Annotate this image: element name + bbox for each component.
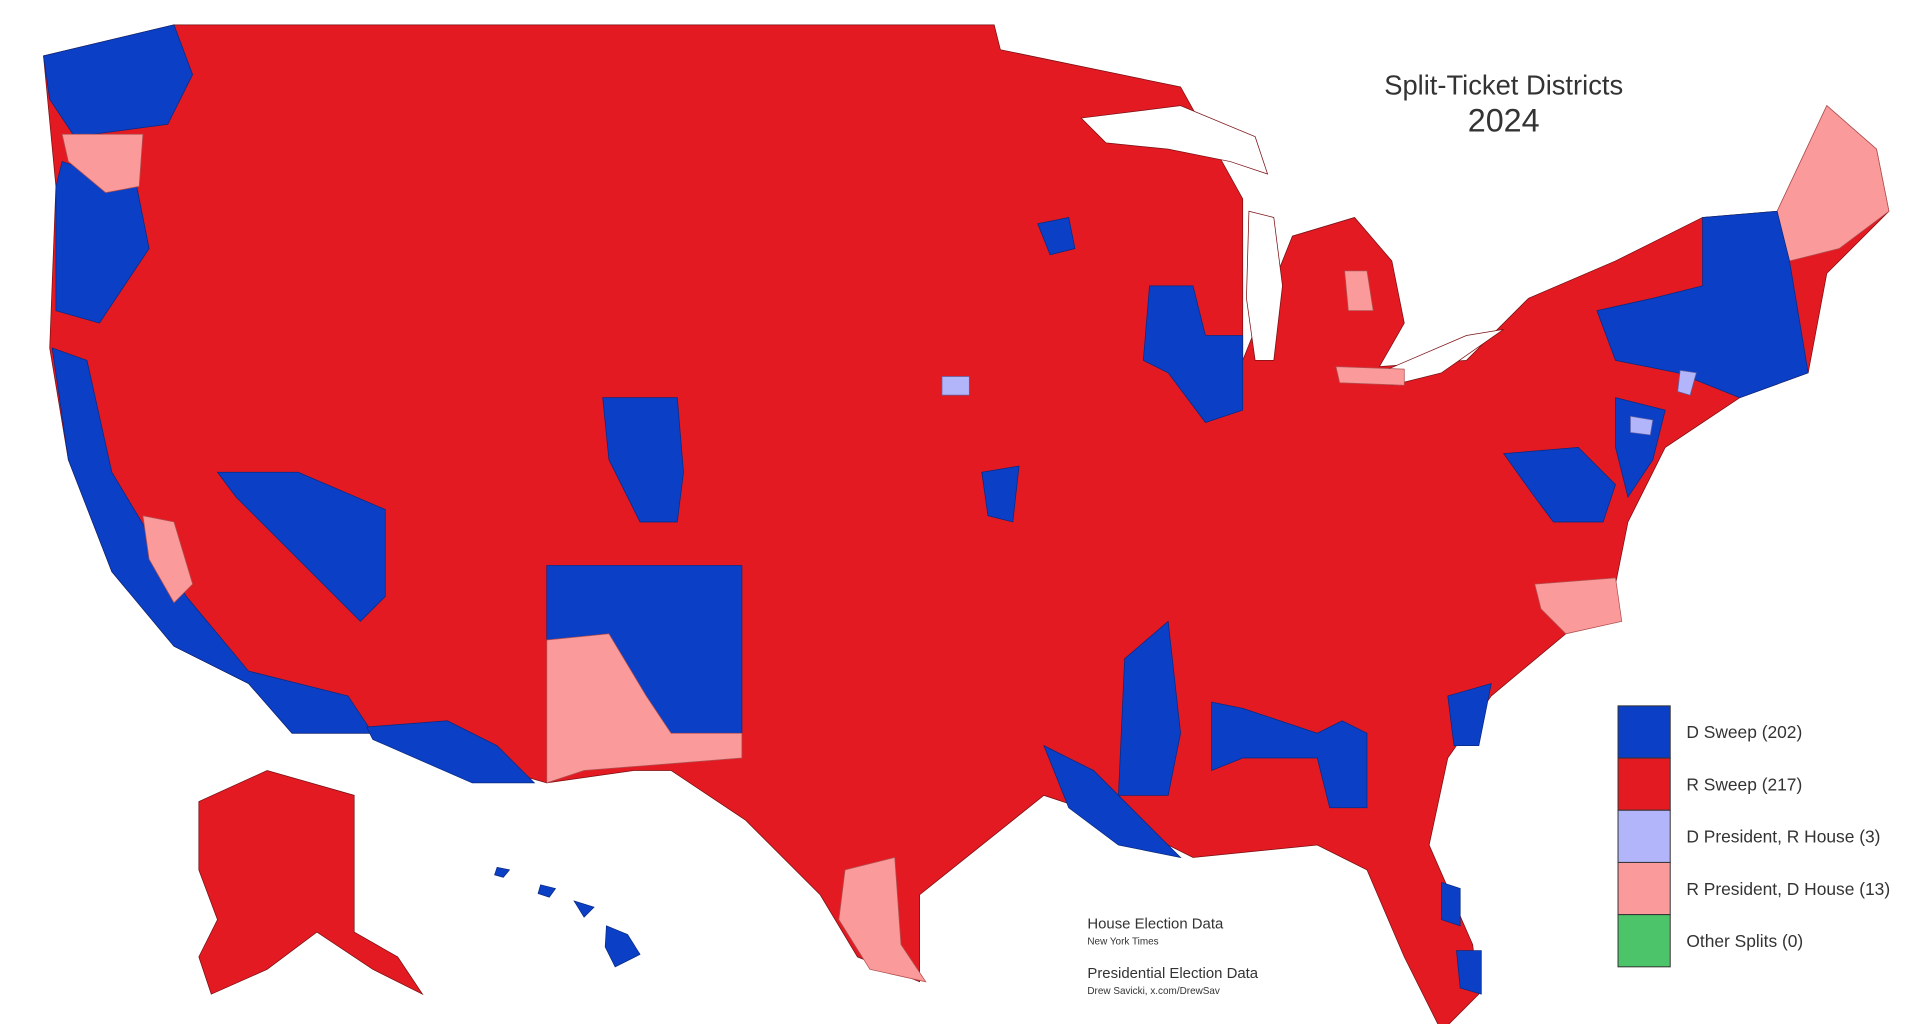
district xyxy=(546,633,743,784)
district xyxy=(1534,577,1623,635)
district xyxy=(1776,105,1890,262)
legend: D Sweep (202) R Sweep (217) D President, R… xyxy=(1617,705,1890,968)
district xyxy=(366,720,536,784)
island xyxy=(573,900,595,918)
alaska xyxy=(198,770,424,996)
district xyxy=(1335,366,1405,386)
legend-label: R Sweep (217) xyxy=(1686,774,1802,794)
legend-swatch xyxy=(1617,914,1671,968)
district xyxy=(1503,446,1616,523)
district xyxy=(1615,397,1666,498)
district xyxy=(43,24,194,138)
credit-source: Drew Savicki, x.com/DrewSav xyxy=(1087,986,1220,997)
legend-swatch xyxy=(1617,861,1671,916)
contiguous-us xyxy=(43,24,1890,1024)
district xyxy=(1677,369,1697,396)
district xyxy=(1456,950,1482,995)
district xyxy=(838,857,927,983)
district xyxy=(142,515,194,604)
district xyxy=(1142,285,1244,423)
legend-swatch xyxy=(1617,809,1671,863)
state-area xyxy=(198,770,424,996)
legend-label: Other Splits (0) xyxy=(1686,931,1803,951)
district xyxy=(602,397,684,523)
map-subtitle: 2024 xyxy=(1468,103,1540,139)
credit-heading: House Election Data xyxy=(1087,916,1224,932)
lake-michigan xyxy=(1246,210,1283,361)
lake-superior xyxy=(1080,105,1269,175)
map-title: Split-Ticket Districts xyxy=(1384,69,1623,100)
legend-label: D Sweep (202) xyxy=(1686,722,1802,742)
district xyxy=(1447,682,1492,747)
district xyxy=(1211,701,1368,809)
district xyxy=(1118,620,1181,796)
district xyxy=(1043,744,1182,859)
hawaii xyxy=(494,866,641,968)
district xyxy=(1441,881,1461,927)
island xyxy=(604,925,641,968)
legend-swatch xyxy=(1617,757,1671,811)
legend-swatch xyxy=(1617,705,1671,759)
district xyxy=(61,133,144,194)
legend-label: R President, D House (13) xyxy=(1686,879,1890,899)
district xyxy=(1037,217,1076,256)
island xyxy=(494,866,511,878)
district xyxy=(51,347,374,734)
district xyxy=(1596,210,1809,399)
district xyxy=(1630,415,1654,436)
district xyxy=(1344,270,1374,312)
district xyxy=(981,465,1020,523)
district xyxy=(216,471,386,622)
credit-source: New York Times xyxy=(1087,936,1158,947)
credit-heading: Presidential Election Data xyxy=(1087,966,1258,982)
credits: House Election Data New York Times Preside… xyxy=(1087,916,1258,997)
island xyxy=(537,884,557,898)
district xyxy=(941,376,970,396)
legend-label: D President, R House (3) xyxy=(1686,827,1880,847)
